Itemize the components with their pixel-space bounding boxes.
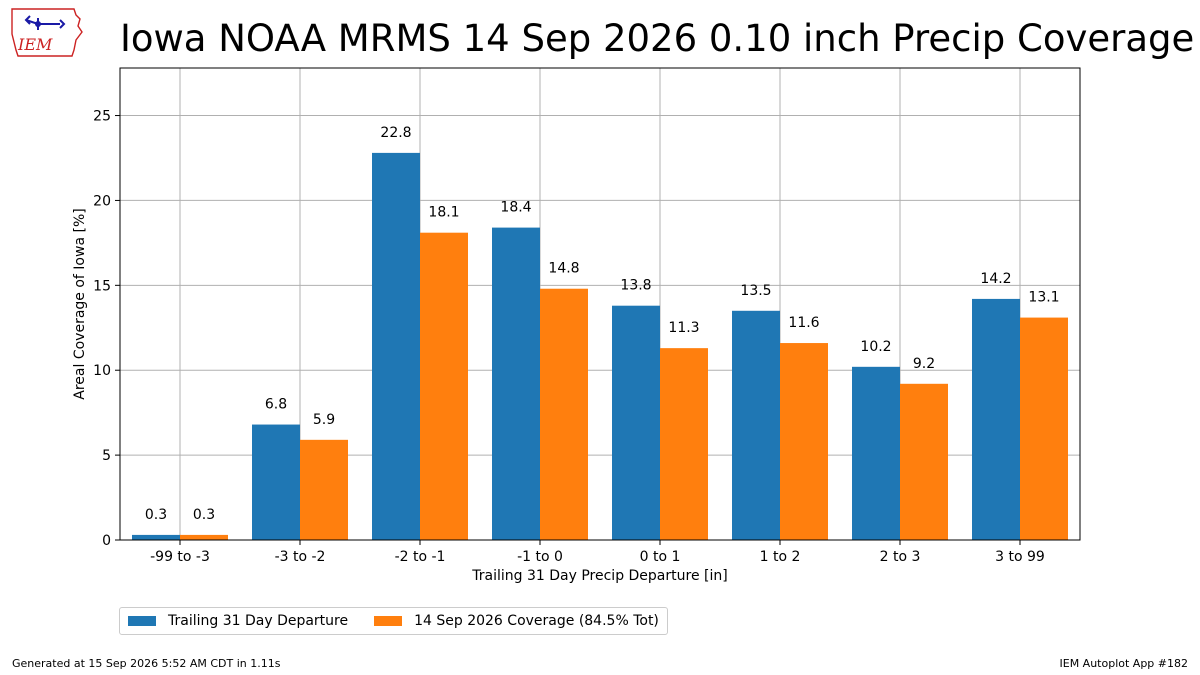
y-tick-label: 10	[93, 363, 111, 379]
bar-value-label: 13.1	[1028, 290, 1059, 306]
bar-series-1	[972, 298, 1020, 540]
legend-item-series-2: 14 Sep 2026 Coverage (84.5% Tot)	[374, 613, 659, 629]
bar-series-1	[732, 310, 780, 540]
bar-value-label: 0.3	[145, 507, 167, 523]
logo-text: IEM	[17, 35, 53, 54]
legend-item-series-1: Trailing 31 Day Departure	[128, 613, 348, 629]
y-axis-label: Areal Coverage of Iowa [%]	[72, 208, 88, 399]
bar-series-1	[852, 366, 900, 540]
x-tick-label: 2 to 3	[880, 549, 921, 565]
y-tick-label: 15	[93, 278, 111, 294]
legend-label-series-2: 14 Sep 2026 Coverage (84.5% Tot)	[414, 613, 659, 629]
bar-value-label: 9.2	[913, 356, 935, 372]
x-tick-label: -1 to 0	[517, 549, 563, 565]
bar-value-label: 6.8	[265, 397, 287, 413]
bar-value-label: 18.4	[500, 200, 531, 216]
bar-series-1	[252, 424, 300, 540]
x-tick-label: -3 to -2	[275, 549, 326, 565]
bar-value-label: 11.3	[668, 320, 699, 336]
legend-label-series-1: Trailing 31 Day Departure	[168, 613, 349, 629]
bar-series-2	[780, 343, 828, 540]
x-tick-label: -2 to -1	[395, 549, 446, 565]
page-title: Iowa NOAA MRMS 14 Sep 2026 0.10 inch Pre…	[120, 17, 1195, 60]
bar-series-1	[372, 152, 420, 540]
x-tick-label: 1 to 2	[760, 549, 801, 565]
iem-logo: IEM	[11, 8, 83, 57]
chart-legend: Trailing 31 Day Departure 14 Sep 2026 Co…	[119, 607, 668, 635]
bar-series-2	[540, 288, 588, 540]
y-tick-label: 5	[102, 448, 111, 464]
bar-series-1	[492, 227, 540, 541]
y-tick-label: 25	[93, 109, 111, 125]
generated-timestamp: Generated at 15 Sep 2026 5:52 AM CDT in …	[12, 657, 281, 670]
bar-value-label: 10.2	[860, 339, 891, 355]
bar-value-label: 22.8	[380, 125, 411, 141]
bar-series-1	[132, 534, 180, 540]
plot-frame	[119, 67, 1081, 541]
bar-series-2	[180, 534, 228, 540]
bar-chart: 0.3 6.8 22.8 18.4 13.8 13.5 10.2 14.2 0.3 5.9 18.1…	[72, 67, 1081, 584]
bar-value-label: 14.2	[980, 271, 1011, 287]
bar-value-label: 11.6	[788, 315, 819, 331]
legend-swatch-series-2	[374, 616, 403, 626]
app-id: IEM Autoplot App #182	[1059, 657, 1189, 670]
iowa-outline-shape	[11, 8, 83, 57]
bar-series-2	[1020, 317, 1068, 540]
bar-value-label: 18.1	[428, 205, 459, 221]
x-tick-label: -99 to -3	[150, 549, 210, 565]
x-tick-label: 0 to 1	[640, 549, 681, 565]
bar-value-label: 13.8	[620, 278, 651, 294]
bar-value-labels: 0.3 6.8 22.8 18.4 13.8 13.5 10.2 14.2 0.3 5.9 18.1…	[145, 125, 1060, 523]
bars	[132, 152, 1068, 541]
legend-swatch-series-1	[128, 616, 156, 626]
bar-value-label: 5.9	[313, 412, 335, 428]
x-tick-label: 3 to 99	[995, 549, 1045, 565]
y-tick-label: 20	[93, 193, 111, 209]
bar-series-2	[660, 348, 708, 540]
bar-value-label: 0.3	[193, 507, 215, 523]
axis-ticks: 0 5 10 15 20 25 -99 to -3 -3 to -2 -2 to -1 -1 to…	[93, 109, 1045, 565]
bar-series-2	[300, 439, 348, 540]
y-tick-label: 0	[102, 533, 111, 549]
bar-series-2	[900, 383, 948, 540]
x-axis-label: Trailing 31 Day Precip Departure [in]	[471, 568, 727, 584]
bar-series-2	[420, 232, 468, 540]
bar-value-label: 14.8	[548, 261, 579, 277]
bar-value-label: 13.5	[740, 283, 771, 299]
bar-series-1	[612, 305, 660, 540]
